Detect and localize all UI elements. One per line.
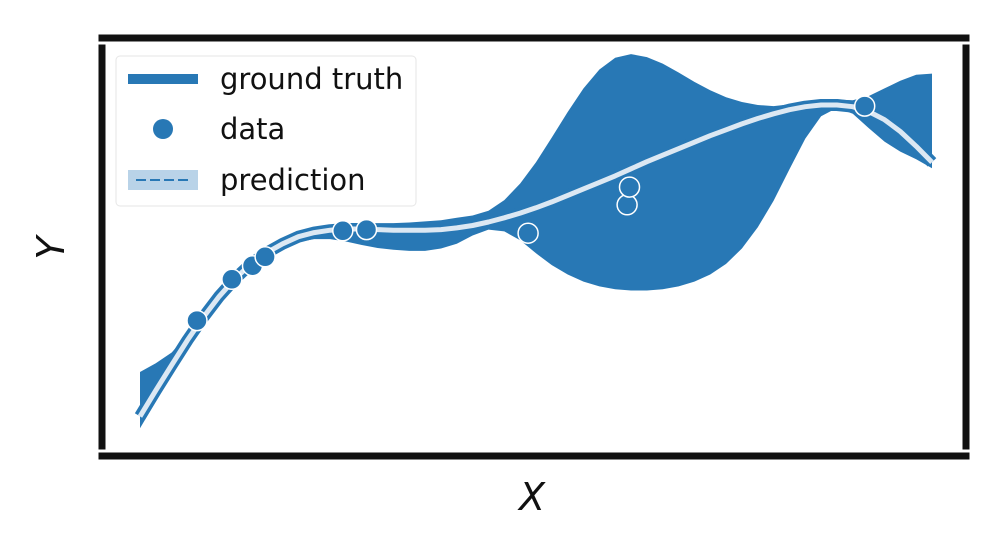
- data-point-6: [355, 218, 378, 241]
- data-point-8: [616, 194, 638, 216]
- axes-frame: [98, 34, 970, 460]
- y-axis-label: Y: [29, 234, 73, 260]
- x-axis-label: X: [517, 475, 546, 519]
- data-point-7: [517, 222, 539, 244]
- legend-ground-truth-label: ground truth: [220, 62, 403, 96]
- data-point-1: [186, 309, 208, 332]
- data-point-2: [221, 268, 243, 291]
- legend-data-swatch: [153, 119, 173, 139]
- plot-area: [134, 54, 937, 429]
- data-point-10: [853, 95, 876, 117]
- legend: ground truth data prediction: [115, 55, 417, 207]
- legend-prediction-label: prediction: [220, 163, 366, 197]
- legend-prediction-band-swatch: [128, 170, 198, 190]
- data-point-5: [332, 220, 354, 242]
- legend-data-label: data: [220, 112, 285, 146]
- legend-frame: [115, 55, 417, 207]
- prediction-band: [140, 54, 932, 429]
- data-point-9: [618, 176, 641, 198]
- data-point-4: [254, 246, 276, 268]
